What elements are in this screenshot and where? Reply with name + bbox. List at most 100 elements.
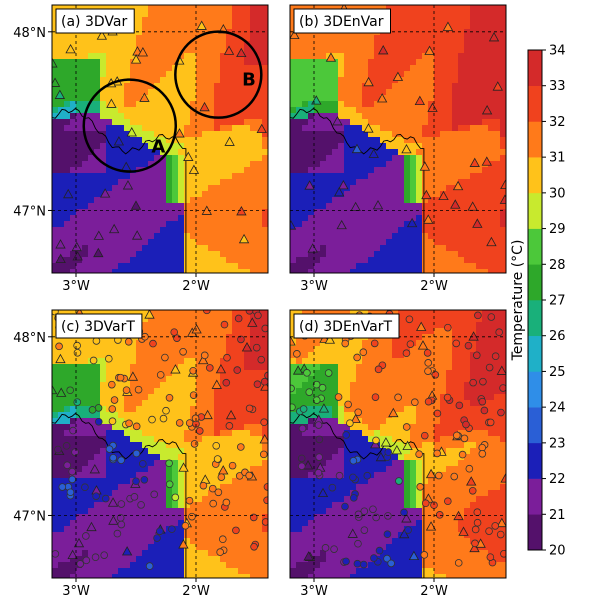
temperature-cell	[202, 155, 209, 162]
temperature-cell	[160, 526, 167, 533]
temperature-cell	[220, 364, 227, 371]
temperature-cell	[476, 89, 483, 96]
temperature-cell	[190, 149, 197, 156]
temperature-cell	[214, 125, 221, 132]
temperature-cell	[148, 352, 155, 359]
temperature-cell	[220, 508, 227, 515]
temperature-cell	[452, 113, 459, 120]
temperature-cell	[202, 5, 209, 12]
temperature-cell	[244, 574, 251, 578]
temperature-cell	[82, 155, 89, 162]
temperature-cell	[52, 358, 59, 365]
temperature-cell	[76, 412, 83, 419]
temperature-cell	[202, 334, 209, 341]
temperature-cell	[320, 125, 327, 132]
temperature-cell	[100, 418, 107, 425]
temperature-cell	[106, 538, 113, 545]
temperature-cell	[250, 370, 257, 377]
temperature-cell	[238, 532, 245, 539]
temperature-cell	[172, 442, 179, 449]
temperature-cell	[470, 173, 477, 180]
temperature-cell	[302, 191, 309, 198]
temperature-cell	[142, 514, 149, 521]
temperature-cell	[100, 370, 107, 377]
temperature-cell	[124, 370, 131, 377]
temperature-cell	[184, 35, 191, 42]
temperature-cell	[160, 239, 167, 246]
temperature-cell	[70, 149, 77, 156]
temperature-cell	[344, 263, 351, 270]
temperature-cell	[262, 568, 268, 575]
temperature-cell	[386, 245, 393, 252]
temperature-cell	[422, 113, 429, 120]
temperature-cell	[494, 95, 501, 102]
temperature-cell	[428, 137, 435, 144]
temperature-cell	[196, 520, 203, 527]
temperature-cell	[470, 5, 477, 12]
temperature-cell	[476, 53, 483, 60]
temperature-cell	[64, 574, 71, 578]
temperature-cell	[350, 113, 357, 120]
temperature-cell	[440, 221, 447, 228]
temperature-cell	[130, 251, 137, 258]
temperature-cell	[196, 382, 203, 389]
temperature-cell	[202, 11, 209, 18]
temperature-cell	[434, 179, 441, 186]
temperature-cell	[118, 352, 125, 359]
temperature-cell	[214, 346, 221, 353]
temperature-cell	[440, 257, 447, 264]
temperature-cell	[172, 209, 179, 216]
temperature-cell	[94, 5, 101, 12]
temperature-cell	[482, 137, 489, 144]
temperature-cell	[148, 328, 155, 335]
temperature-cell	[142, 161, 149, 168]
temperature-cell	[308, 59, 315, 66]
temperature-cell	[428, 251, 435, 258]
temperature-cell	[160, 197, 167, 204]
temperature-cell	[244, 430, 251, 437]
temperature-cell	[190, 322, 197, 329]
temperature-cell	[52, 71, 59, 78]
temperature-cell	[368, 257, 375, 264]
temperature-cell	[410, 203, 417, 210]
temperature-cell	[244, 197, 251, 204]
temperature-cell	[184, 340, 191, 347]
temperature-cell	[308, 167, 315, 174]
temperature-cell	[422, 131, 429, 138]
temperature-cell	[166, 209, 173, 216]
temperature-cell	[100, 424, 107, 431]
temperature-cell	[196, 161, 203, 168]
temperature-cell	[160, 209, 167, 216]
temperature-cell	[434, 53, 441, 60]
temperature-cell	[208, 346, 215, 353]
temperature-cell	[416, 83, 423, 90]
temperature-cell	[214, 568, 221, 575]
temperature-cell	[344, 203, 351, 210]
temperature-cell	[476, 71, 483, 78]
temperature-cell	[184, 257, 191, 264]
temperature-cell	[100, 107, 107, 114]
temperature-cell	[232, 257, 239, 264]
temperature-cell	[220, 119, 227, 126]
temperature-cell	[452, 263, 459, 270]
temperature-cell	[88, 41, 95, 48]
temperature-cell	[344, 53, 351, 60]
temperature-cell	[410, 23, 417, 30]
temperature-cell	[356, 35, 363, 42]
temperature-cell	[88, 131, 95, 138]
temperature-cell	[428, 185, 435, 192]
temperature-cell	[220, 5, 227, 12]
temperature-cell	[256, 65, 263, 72]
temperature-cell	[58, 406, 65, 413]
temperature-cell	[172, 316, 179, 323]
temperature-cell	[440, 185, 447, 192]
temperature-cell	[374, 101, 381, 108]
temperature-cell	[290, 5, 297, 12]
temperature-cell	[118, 221, 125, 228]
temperature-cell	[154, 400, 161, 407]
temperature-cell	[178, 161, 185, 168]
temperature-cell	[262, 406, 268, 413]
temperature-cell	[118, 346, 125, 353]
temperature-cell	[172, 394, 179, 401]
temperature-cell	[106, 239, 113, 246]
